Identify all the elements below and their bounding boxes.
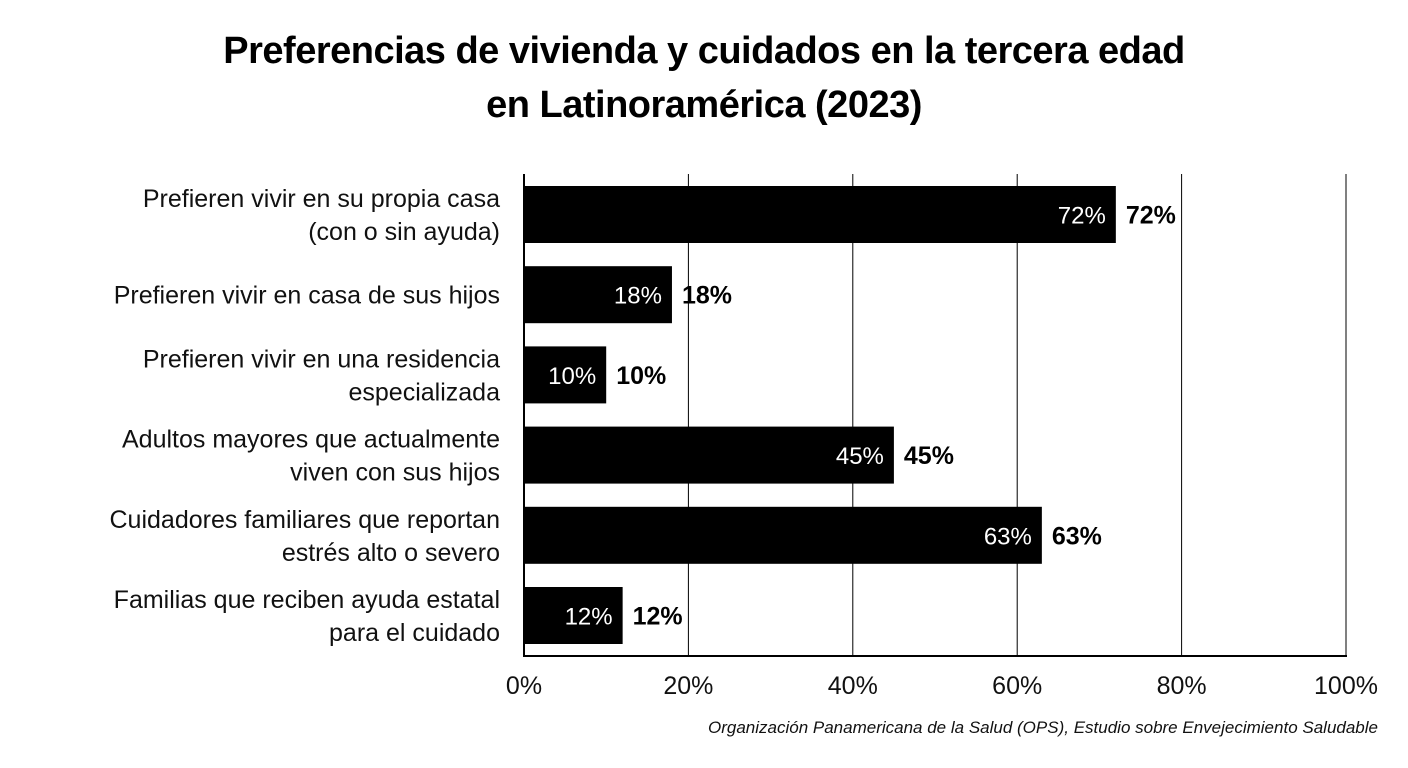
bar-value-label-inside: 10% xyxy=(548,363,596,390)
bar-value-label-inside: 12% xyxy=(565,604,613,631)
x-tick-label: 60% xyxy=(992,672,1042,700)
bar-value-label: 63% xyxy=(1052,522,1102,550)
category-label: (con o sin ayuda) xyxy=(308,218,500,246)
bar xyxy=(524,426,894,484)
bar-value-label-inside: 45% xyxy=(836,443,884,470)
category-label: Prefieren vivir en su propia casa xyxy=(143,185,500,213)
category-label: estrés alto o severo xyxy=(282,539,500,567)
bar-value-label-inside: 18% xyxy=(614,283,662,310)
category-label: Cuidadores familiares que reportan xyxy=(110,506,501,534)
category-label: Prefieren vivir en una residencia xyxy=(143,345,500,373)
bar-value-label: 18% xyxy=(682,282,732,310)
chart-title-line-1: Preferencias de vivienda y cuidados en l… xyxy=(223,30,1185,72)
chart-title-line-2: en Latinoramérica (2023) xyxy=(486,84,922,126)
x-tick-label: 80% xyxy=(1157,672,1207,700)
x-tick-label: 0% xyxy=(506,672,542,700)
category-label: especializada xyxy=(349,378,501,406)
category-label: Adultos mayores que actualmente xyxy=(122,426,500,454)
bar-value-label-inside: 63% xyxy=(984,523,1032,550)
bar-value-label: 72% xyxy=(1126,202,1176,230)
x-tick-label: 100% xyxy=(1314,672,1378,700)
category-label: Familias que reciben ayuda estatal xyxy=(114,586,500,614)
bar-value-label: 45% xyxy=(904,442,954,470)
bar xyxy=(524,587,623,644)
bar-value-label: 10% xyxy=(616,362,666,390)
source-note: Organización Panamericana de la Salud (O… xyxy=(708,718,1378,737)
category-label: Prefieren vivir en casa de sus hijos xyxy=(114,282,500,310)
gridlines xyxy=(523,174,1347,657)
labels: 0% 20% 40% 60% 80% 100% 72% 72% Prefieren vivir … xyxy=(110,185,1378,700)
bar xyxy=(524,346,607,404)
bar-value-label: 12% xyxy=(633,603,683,631)
bar xyxy=(524,506,1042,564)
chart-title: Preferencias de vivienda y cuidados en l… xyxy=(0,24,1408,132)
bar-value-label-inside: 72% xyxy=(1058,203,1106,230)
bars xyxy=(524,186,1116,644)
category-label: para el cuidado xyxy=(329,619,500,647)
x-tick-label: 40% xyxy=(828,672,878,700)
category-label: viven con sus hijos xyxy=(290,459,500,487)
bar xyxy=(524,186,1116,243)
bar xyxy=(524,266,672,324)
x-tick-label: 20% xyxy=(663,672,713,700)
